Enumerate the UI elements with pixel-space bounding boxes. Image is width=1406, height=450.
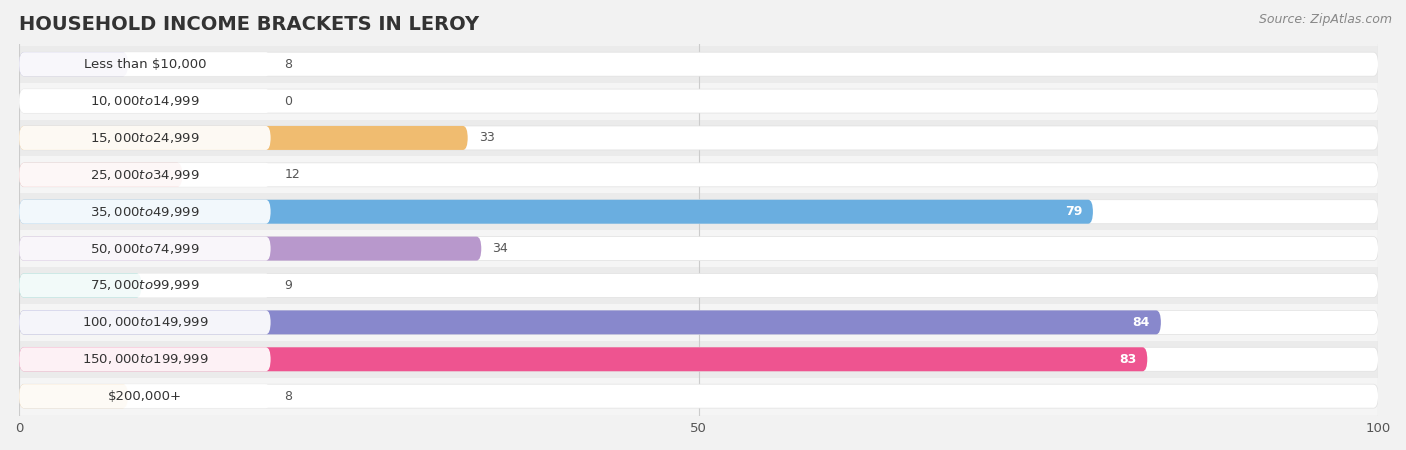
FancyBboxPatch shape	[20, 310, 1161, 334]
Text: 0: 0	[284, 94, 292, 108]
FancyBboxPatch shape	[20, 347, 1378, 371]
Bar	[20, 194, 1378, 230]
Bar	[20, 120, 1378, 157]
Bar	[20, 341, 1378, 378]
FancyBboxPatch shape	[20, 89, 1378, 113]
Text: $25,000 to $34,999: $25,000 to $34,999	[90, 168, 200, 182]
Text: $200,000+: $200,000+	[108, 390, 181, 403]
FancyBboxPatch shape	[20, 89, 270, 113]
Text: $150,000 to $199,999: $150,000 to $199,999	[82, 352, 208, 366]
FancyBboxPatch shape	[20, 126, 270, 150]
Text: 8: 8	[284, 390, 292, 403]
FancyBboxPatch shape	[20, 310, 270, 334]
Text: 9: 9	[284, 279, 292, 292]
Text: 8: 8	[284, 58, 292, 71]
FancyBboxPatch shape	[20, 163, 183, 187]
FancyBboxPatch shape	[20, 384, 270, 408]
FancyBboxPatch shape	[20, 200, 270, 224]
FancyBboxPatch shape	[20, 384, 128, 408]
FancyBboxPatch shape	[20, 237, 270, 261]
Text: 12: 12	[284, 168, 299, 181]
Text: 79: 79	[1064, 205, 1083, 218]
Text: $10,000 to $14,999: $10,000 to $14,999	[90, 94, 200, 108]
Text: $35,000 to $49,999: $35,000 to $49,999	[90, 205, 200, 219]
FancyBboxPatch shape	[20, 384, 1378, 408]
Text: HOUSEHOLD INCOME BRACKETS IN LEROY: HOUSEHOLD INCOME BRACKETS IN LEROY	[20, 15, 479, 34]
Bar	[20, 267, 1378, 304]
FancyBboxPatch shape	[20, 200, 1092, 224]
FancyBboxPatch shape	[20, 237, 481, 261]
FancyBboxPatch shape	[20, 347, 1147, 371]
Bar	[20, 83, 1378, 120]
FancyBboxPatch shape	[20, 274, 270, 297]
FancyBboxPatch shape	[20, 347, 270, 371]
FancyBboxPatch shape	[20, 237, 1378, 261]
Bar	[20, 230, 1378, 267]
Text: 84: 84	[1133, 316, 1150, 329]
FancyBboxPatch shape	[20, 163, 270, 187]
Text: $15,000 to $24,999: $15,000 to $24,999	[90, 131, 200, 145]
Text: $75,000 to $99,999: $75,000 to $99,999	[90, 279, 200, 292]
Bar	[20, 378, 1378, 414]
Bar	[20, 157, 1378, 194]
FancyBboxPatch shape	[20, 126, 468, 150]
Bar	[20, 304, 1378, 341]
Bar	[20, 46, 1378, 83]
FancyBboxPatch shape	[20, 52, 270, 76]
Text: 83: 83	[1119, 353, 1136, 366]
FancyBboxPatch shape	[20, 52, 1378, 76]
Text: 34: 34	[492, 242, 508, 255]
FancyBboxPatch shape	[20, 52, 128, 76]
FancyBboxPatch shape	[20, 163, 1378, 187]
Text: 33: 33	[478, 131, 495, 144]
FancyBboxPatch shape	[20, 200, 1378, 224]
Text: $50,000 to $74,999: $50,000 to $74,999	[90, 242, 200, 256]
FancyBboxPatch shape	[20, 274, 1378, 297]
FancyBboxPatch shape	[20, 126, 1378, 150]
Text: Less than $10,000: Less than $10,000	[84, 58, 207, 71]
Text: Source: ZipAtlas.com: Source: ZipAtlas.com	[1258, 14, 1392, 27]
FancyBboxPatch shape	[20, 310, 1378, 334]
Text: $100,000 to $149,999: $100,000 to $149,999	[82, 315, 208, 329]
FancyBboxPatch shape	[20, 274, 142, 297]
